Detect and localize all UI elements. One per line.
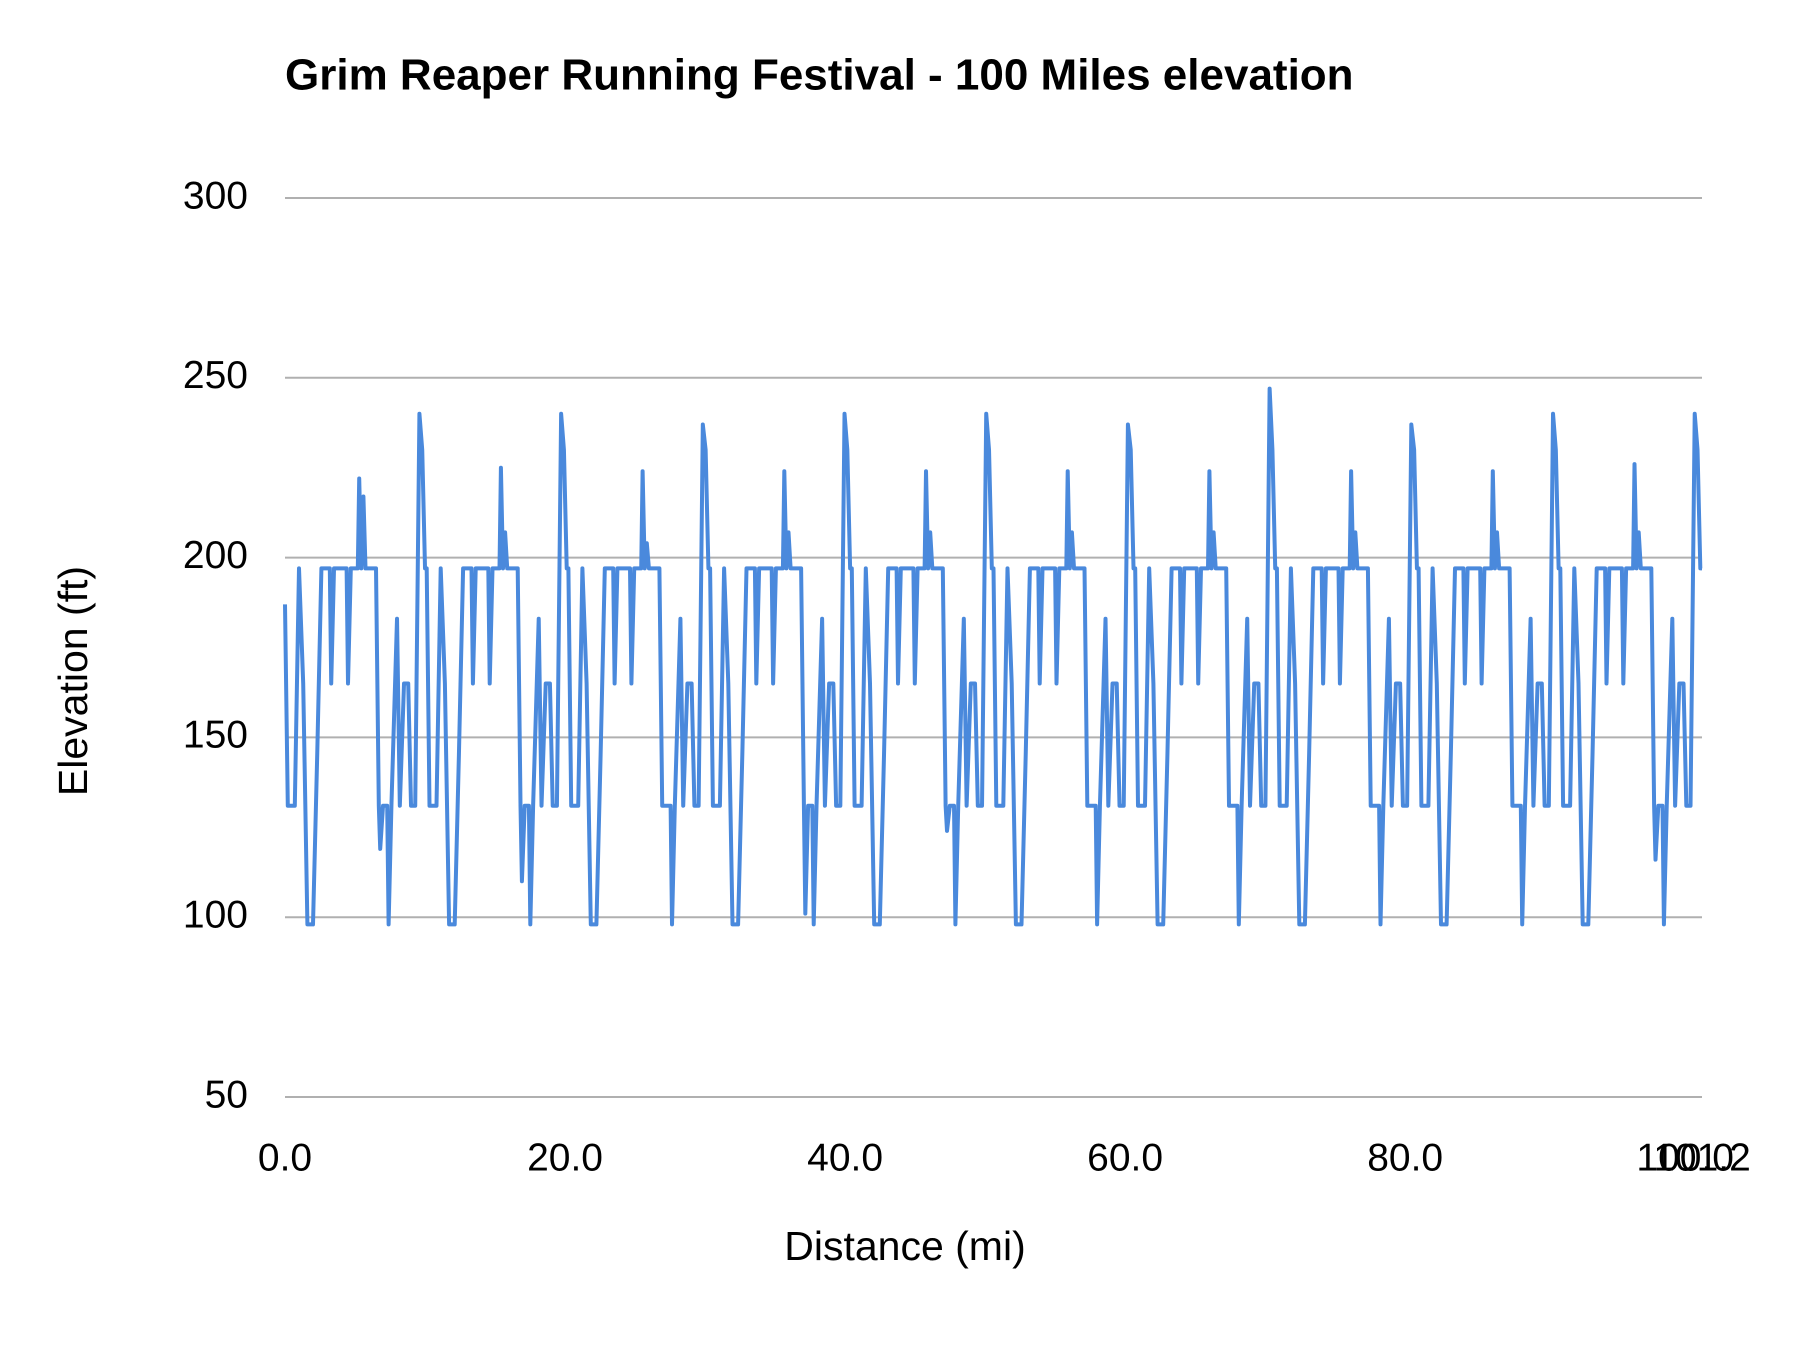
y-tick-label: 50 [205,1073,248,1116]
x-tick-label: 0.0 [258,1136,312,1179]
chart-title: Grim Reaper Running Festival - 100 Miles… [285,51,1354,100]
y-tick-label: 250 [183,354,248,397]
y-tick-label: 300 [183,174,248,217]
x-tick-label: 101.2 [1653,1136,1751,1179]
y-tick-label: 200 [183,534,248,577]
x-tick-label: 100.0 [1636,1136,1734,1179]
elevation-line [283,386,1703,927]
x-tick-label: 20.0 [527,1136,603,1179]
y-axis-title: Elevation (ft) [50,566,96,796]
y-tick-label: 100 [183,893,248,936]
y-tick-label: 150 [183,714,248,757]
x-tick-label: 40.0 [807,1136,883,1179]
x-tick-label: 60.0 [1087,1136,1163,1179]
x-tick-label: 80.0 [1367,1136,1443,1179]
x-axis-title: Distance (mi) [784,1223,1025,1269]
